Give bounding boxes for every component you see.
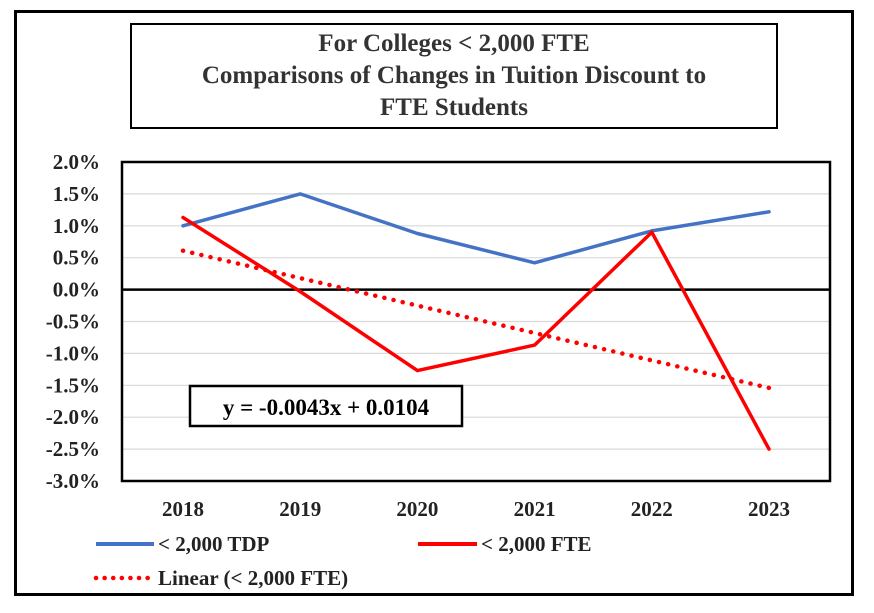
y-tick-label: 2.0% bbox=[53, 150, 100, 174]
x-tick-label: 2019 bbox=[279, 497, 321, 521]
trendline-equation: y = -0.0043x + 0.0104 bbox=[223, 395, 430, 420]
y-tick-label: -1.5% bbox=[46, 373, 100, 397]
y-tick-label: -0.5% bbox=[46, 310, 100, 334]
trendline-equation-box: y = -0.0043x + 0.0104 bbox=[188, 384, 464, 428]
series-lines bbox=[180, 192, 772, 451]
y-axis-tick-labels: 2.0% 1.5% 1.0% 0.5% 0.0% -0.5% -1.0% -1.5% -2.0%… bbox=[46, 150, 100, 493]
series-line-tdp bbox=[181, 192, 771, 265]
legend-label-fte: < 2,000 FTE bbox=[481, 532, 592, 556]
legend: < 2,000 TDP < 2,000 FTE Linear (< 2,000 … bbox=[93, 532, 592, 590]
series-line-fte bbox=[181, 215, 771, 451]
chart-title-line-3: FTE Students bbox=[380, 94, 528, 121]
x-tick-label: 2020 bbox=[396, 497, 438, 521]
legend-item-fte: < 2,000 FTE bbox=[418, 532, 592, 556]
chart-title-box: For Colleges < 2,000 FTE Comparisons of … bbox=[130, 23, 778, 129]
plot-area-border bbox=[120, 160, 832, 483]
y-tick-label: 0.0% bbox=[53, 278, 100, 302]
y-tick-label: 1.0% bbox=[53, 214, 100, 238]
x-axis-tick-labels: 2018 2019 2020 2021 2022 2023 bbox=[162, 497, 790, 521]
y-tick-label: -2.5% bbox=[46, 437, 100, 461]
y-tick-label: -3.0% bbox=[46, 469, 100, 493]
x-tick-label: 2018 bbox=[162, 497, 204, 521]
chart-title-line-2: Comparisons of Changes in Tuition Discou… bbox=[201, 62, 707, 89]
x-tick-label: 2021 bbox=[514, 497, 556, 521]
x-tick-label: 2023 bbox=[748, 497, 790, 521]
y-tick-label: -1.0% bbox=[46, 341, 100, 365]
legend-label-tdp: < 2,000 TDP bbox=[158, 532, 270, 556]
y-tick-label: 1.5% bbox=[53, 182, 100, 206]
y-tick-label: -2.0% bbox=[46, 405, 100, 429]
y-tick-label: 0.5% bbox=[53, 246, 100, 270]
legend-item-linear: Linear (< 2,000 FTE) bbox=[93, 566, 348, 590]
legend-item-tdp: < 2,000 TDP bbox=[96, 532, 270, 556]
chart-title-line-1: For Colleges < 2,000 FTE bbox=[318, 30, 590, 57]
legend-label-linear: Linear (< 2,000 FTE) bbox=[158, 566, 348, 590]
series-line-linear-fte bbox=[180, 248, 772, 391]
x-tick-label: 2022 bbox=[631, 497, 673, 521]
